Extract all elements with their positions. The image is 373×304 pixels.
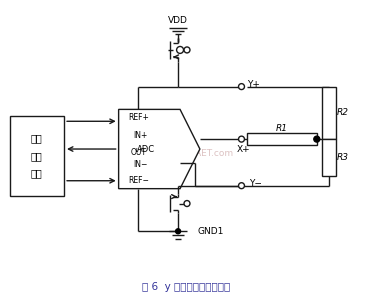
Text: Y−: Y−	[249, 179, 262, 188]
Text: OUT: OUT	[131, 148, 147, 157]
Circle shape	[184, 201, 190, 206]
Text: IN−: IN−	[133, 161, 148, 169]
Text: R1: R1	[276, 124, 288, 133]
Text: 控制: 控制	[31, 151, 43, 161]
Circle shape	[176, 229, 181, 234]
Text: R3: R3	[336, 153, 348, 162]
Text: 图 6  y 轴坐标测量等效电路: 图 6 y 轴坐标测量等效电路	[142, 282, 230, 292]
Circle shape	[238, 183, 244, 189]
Circle shape	[176, 47, 184, 54]
Text: R2: R2	[336, 108, 348, 117]
Bar	[247, 133, 317, 145]
Bar	[322, 139, 336, 176]
Circle shape	[238, 84, 244, 90]
Text: REF+: REF+	[128, 113, 149, 122]
Text: Y+: Y+	[247, 80, 260, 89]
Text: X+: X+	[236, 144, 250, 154]
Circle shape	[314, 136, 320, 142]
Text: www.ChinaAET.com: www.ChinaAET.com	[146, 150, 234, 158]
Text: GND1: GND1	[198, 227, 224, 236]
Text: 逻辑: 逻辑	[31, 133, 43, 143]
Text: ADC: ADC	[137, 144, 156, 154]
Polygon shape	[119, 109, 200, 189]
Text: VDD: VDD	[168, 16, 188, 25]
Circle shape	[184, 47, 190, 53]
Bar	[10, 116, 64, 195]
Text: REF−: REF−	[128, 176, 149, 185]
Bar	[322, 87, 336, 139]
Text: IN+: IN+	[133, 131, 148, 140]
Text: 模块: 模块	[31, 168, 43, 178]
Circle shape	[238, 136, 244, 142]
